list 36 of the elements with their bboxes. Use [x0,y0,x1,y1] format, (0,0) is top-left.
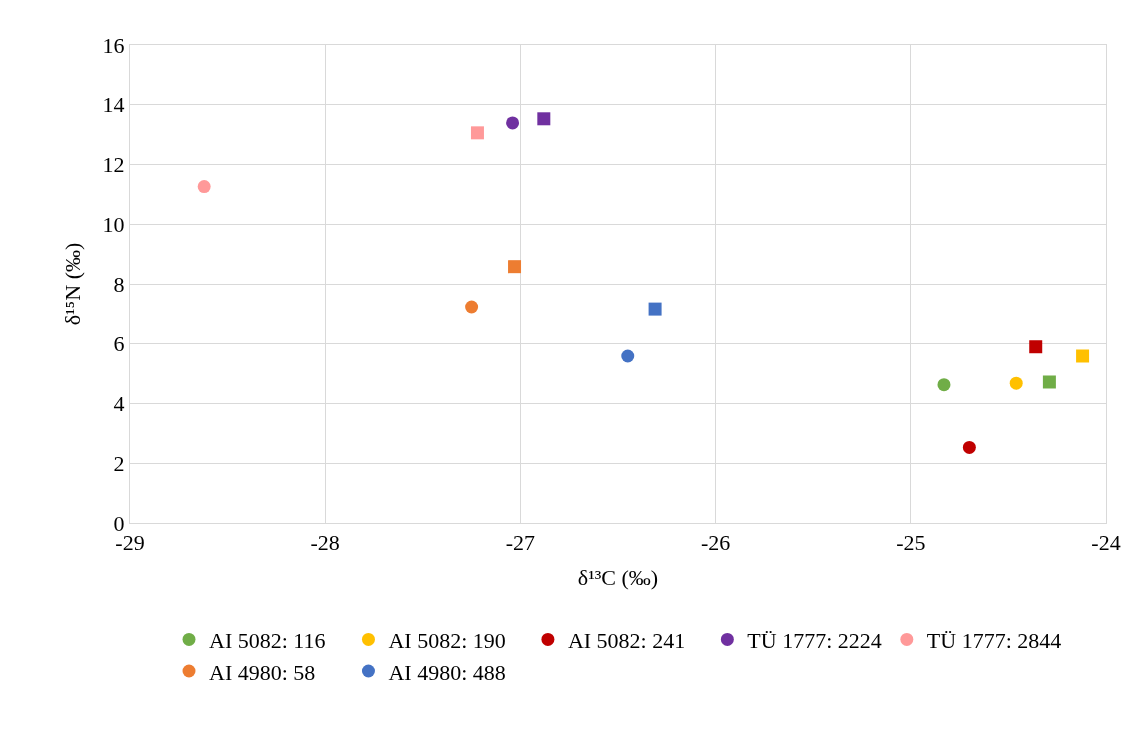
legend-label: TÜ 1777: 2224 [747,627,882,653]
legend-label: AI 4980: 58 [209,659,316,685]
point [506,116,520,130]
point [470,126,484,140]
point [962,440,976,454]
y-tick-label: 10 [102,211,125,237]
y-axis-title: δ¹⁵N (‰) [60,242,86,326]
x-tick-label: -26 [700,530,731,556]
legend-label: AI 5082: 241 [567,627,686,653]
legend-label: TÜ 1777: 2844 [926,627,1062,653]
point [508,260,522,274]
point [648,302,662,316]
y-tick-label: 12 [102,152,125,178]
legend-label: AI 5082: 190 [388,627,506,653]
point [937,378,951,392]
legend-label: AI 5082: 116 [209,627,326,653]
x-tick-label: -24 [1091,530,1121,556]
x-tick-label: -25 [896,530,926,556]
point [621,349,635,363]
point [197,180,211,194]
y-tick-label: 14 [102,92,125,118]
point [537,112,551,126]
y-tick-label: 4 [113,391,125,417]
point [1029,340,1043,354]
point [1009,376,1023,390]
x-tick-label: -27 [505,530,536,556]
y-tick-label: 6 [113,331,125,357]
x-tick-label: -28 [310,530,340,556]
y-tick-label: 8 [113,271,125,297]
y-tick-label: 16 [102,32,125,58]
legend-label: AI 4980: 488 [388,659,506,685]
y-tick-label: 2 [113,450,125,476]
point [465,300,479,314]
point [1076,349,1090,363]
point [1042,375,1056,389]
x-axis-title: δ¹³C (‰) [577,565,659,591]
